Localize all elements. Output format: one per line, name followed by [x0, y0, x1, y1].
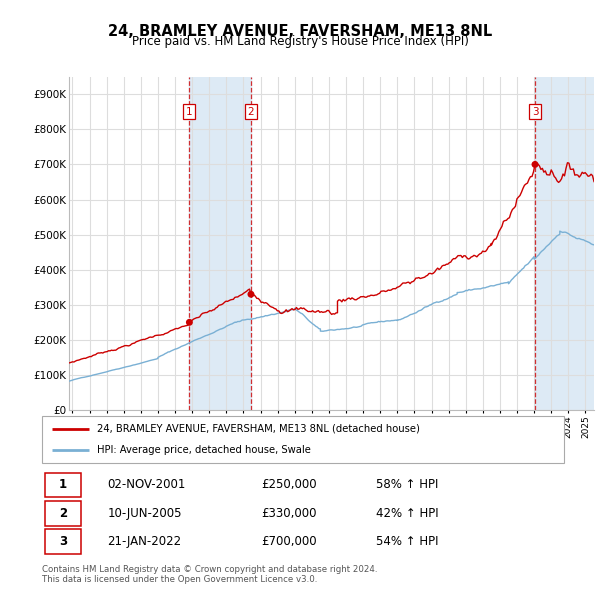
Point	[185, 317, 194, 327]
Text: 2: 2	[248, 107, 254, 117]
Text: Price paid vs. HM Land Registry's House Price Index (HPI): Price paid vs. HM Land Registry's House …	[131, 35, 469, 48]
Bar	[190, 77, 251, 410]
Bar	[535, 77, 594, 410]
FancyBboxPatch shape	[42, 416, 564, 463]
Text: HPI: Average price, detached house, Swale: HPI: Average price, detached house, Swal…	[97, 445, 311, 455]
Text: £700,000: £700,000	[261, 535, 317, 548]
Text: 1: 1	[186, 107, 193, 117]
Text: 2: 2	[59, 507, 67, 520]
Text: 21-JAN-2022: 21-JAN-2022	[107, 535, 181, 548]
Text: 58% ↑ HPI: 58% ↑ HPI	[376, 478, 439, 491]
Text: 24, BRAMLEY AVENUE, FAVERSHAM, ME13 8NL: 24, BRAMLEY AVENUE, FAVERSHAM, ME13 8NL	[108, 24, 492, 38]
Text: 3: 3	[59, 535, 67, 548]
Text: 42% ↑ HPI: 42% ↑ HPI	[376, 507, 439, 520]
FancyBboxPatch shape	[44, 501, 81, 526]
Text: Contains HM Land Registry data © Crown copyright and database right 2024.
This d: Contains HM Land Registry data © Crown c…	[42, 565, 377, 584]
Text: £330,000: £330,000	[261, 507, 317, 520]
Point	[530, 160, 540, 169]
FancyBboxPatch shape	[44, 529, 81, 554]
Text: 1: 1	[59, 478, 67, 491]
Point	[246, 290, 256, 299]
Text: 3: 3	[532, 107, 538, 117]
Text: 10-JUN-2005: 10-JUN-2005	[107, 507, 182, 520]
FancyBboxPatch shape	[44, 473, 81, 497]
Text: £250,000: £250,000	[261, 478, 317, 491]
Text: 54% ↑ HPI: 54% ↑ HPI	[376, 535, 439, 548]
Text: 02-NOV-2001: 02-NOV-2001	[107, 478, 185, 491]
Text: 24, BRAMLEY AVENUE, FAVERSHAM, ME13 8NL (detached house): 24, BRAMLEY AVENUE, FAVERSHAM, ME13 8NL …	[97, 424, 419, 434]
